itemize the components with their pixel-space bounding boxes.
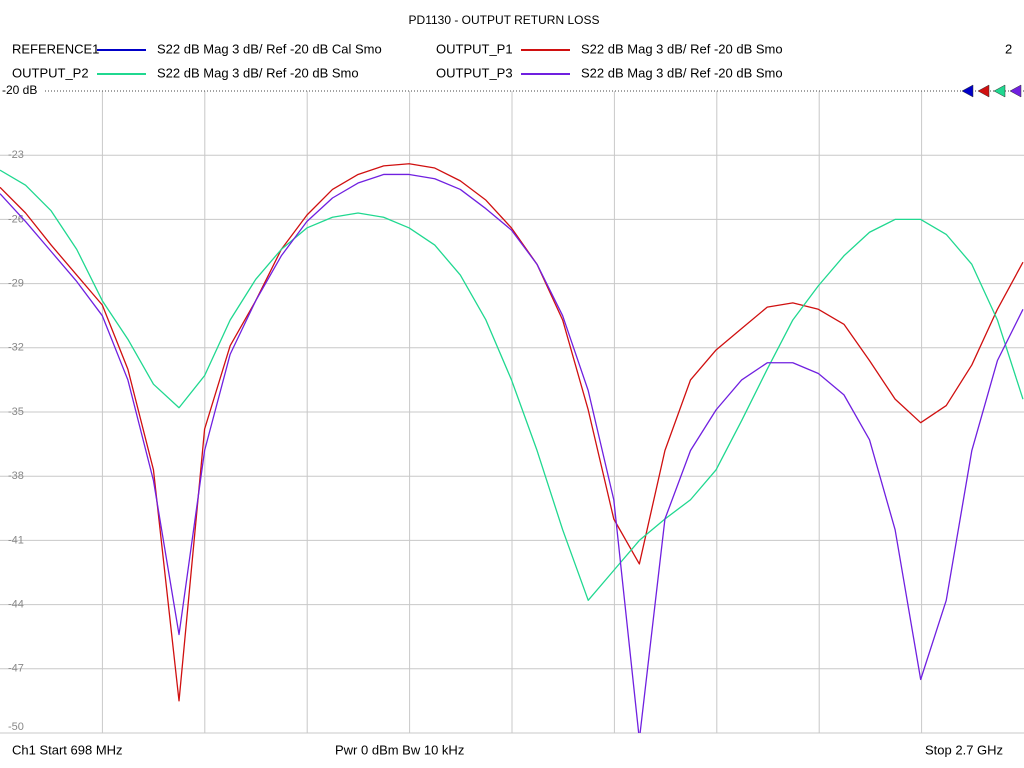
ref-label: -20 dB: [2, 83, 37, 97]
legend-name: OUTPUT_P1: [436, 41, 513, 56]
legend-trace-label: S22 dB Mag 3 dB/ Ref -20 dB Smo: [581, 65, 783, 80]
trace-line: [0, 173, 1024, 733]
y-tick-label: -41: [8, 534, 24, 546]
chart-title: PD1130 - OUTPUT RETURN LOSS: [409, 13, 600, 27]
legend-name: REFERENCE1: [12, 41, 99, 56]
trace-line: [0, 169, 1024, 601]
ref-marker: [977, 84, 990, 98]
y-tick-label: -29: [8, 278, 24, 290]
plot-area: [0, 163, 1024, 733]
legend-name: OUTPUT_P2: [12, 65, 89, 80]
y-tick-label: -23: [8, 149, 24, 161]
trace-line: [0, 163, 1024, 702]
y-tick-label: -44: [8, 599, 24, 611]
y-tick-label: -26: [8, 213, 24, 225]
footer-start: Ch1 Start 698 MHz: [12, 742, 123, 757]
legend-name: OUTPUT_P3: [436, 65, 513, 80]
footer-stop: Stop 2.7 GHz: [925, 742, 1003, 757]
y-tick-label: -35: [8, 406, 24, 418]
legend-trace-label: S22 dB Mag 3 dB/ Ref -20 dB Smo: [157, 65, 359, 80]
y-tick-label: -38: [8, 470, 24, 482]
y-tick-label: -32: [8, 342, 24, 354]
legend-trace-label: S22 dB Mag 3 dB/ Ref -20 dB Smo: [581, 41, 783, 56]
ref-marker: [961, 84, 974, 98]
ref-marker: [1009, 84, 1022, 98]
y-tick-label: -50: [8, 721, 24, 733]
footer-power: Pwr 0 dBm Bw 10 kHz: [335, 742, 464, 757]
legend-trace-label: S22 dB Mag 3 dB/ Ref -20 dB Cal Smo: [157, 41, 382, 56]
ref-marker: [993, 84, 1006, 98]
y-tick-label: -47: [8, 663, 24, 675]
channel-number: 2: [1005, 41, 1012, 56]
ref-label-bg: [0, 83, 44, 97]
